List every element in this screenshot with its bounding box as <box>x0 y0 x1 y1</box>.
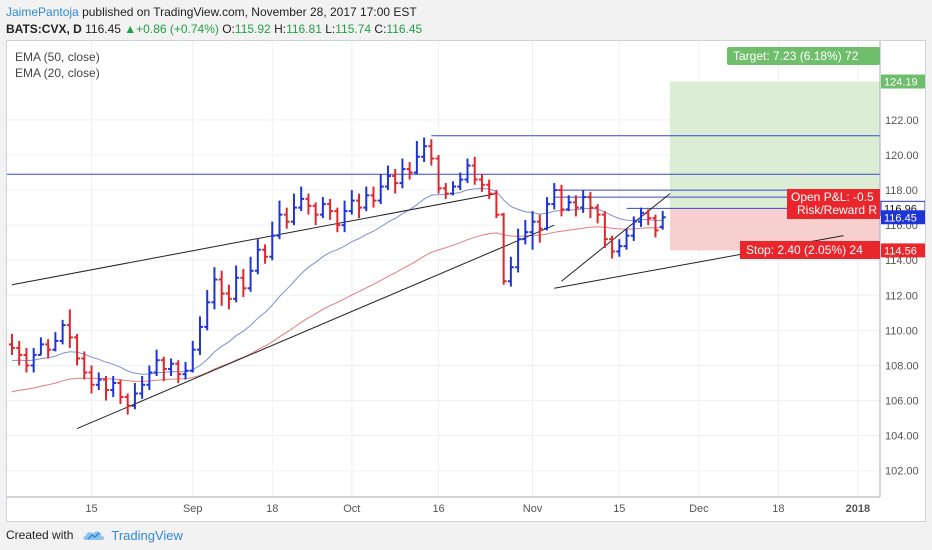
price-label: 114.56 <box>884 245 917 257</box>
stop-label: Stop: 2.40 (2.05%) 24 <box>746 243 863 257</box>
high-label: H: <box>274 22 287 36</box>
chart-header: JaimePantoja published on TradingView.co… <box>6 4 422 38</box>
low-value: 115.74 <box>335 22 372 36</box>
price-label: 116.45 <box>884 212 917 224</box>
time-tick-label: 16 <box>432 503 444 515</box>
price-tick-label: 114.00 <box>885 255 918 267</box>
ema50-line <box>11 226 663 393</box>
time-tick-label: 18 <box>266 503 278 515</box>
created-with-text: Created with <box>6 528 74 542</box>
close-value: 116.45 <box>386 22 423 36</box>
open-label: O: <box>222 22 235 36</box>
trend-line <box>76 224 555 430</box>
symbol-label: BATS:CVX, D <box>6 22 82 36</box>
price-label-box <box>881 74 925 89</box>
price-tick-label: 122.00 <box>885 115 919 127</box>
price-label-box <box>881 210 925 225</box>
chart-panel[interactable]: 102.00 104.00 106.00 108.00 110.00 112.00 114.… <box>6 40 926 522</box>
pl-label-box <box>787 189 880 219</box>
target-label: Target: 7.23 (6.18%) 72 <box>733 49 859 63</box>
time-tick-label: 18 <box>772 503 784 515</box>
price-label-box <box>881 243 925 258</box>
ohlc-line: BATS:CVX, D 116.45 ▲+0.86 (+0.74%) O:115… <box>6 21 422 38</box>
risk-reward-label: Risk/Reward R <box>797 203 877 217</box>
publish-line: JaimePantoja published on TradingView.co… <box>6 4 422 21</box>
time-tick-label: Oct <box>343 503 360 515</box>
low-label: L: <box>325 22 336 36</box>
up-arrow-icon: ▲ <box>124 22 137 36</box>
target-zone <box>669 81 880 209</box>
price-label: 124.19 <box>884 77 918 89</box>
open-value: 115.92 <box>234 22 271 36</box>
close-label: C: <box>374 22 387 36</box>
tradingview-cloud-icon <box>83 528 105 542</box>
time-tick-label: Dec <box>689 503 709 515</box>
price-change: +0.86 (+0.74%) <box>136 22 219 36</box>
time-tick-label: 2018 <box>846 503 870 515</box>
last-price: 116.45 <box>85 22 121 36</box>
time-tick-label: 15 <box>85 503 97 515</box>
price-tick-label: 110.00 <box>885 325 918 337</box>
time-tick-label: Nov <box>523 503 543 515</box>
price-tick-label: 104.00 <box>885 431 919 443</box>
published-text: published on TradingView.com, November 2… <box>82 5 417 19</box>
price-tick-label: 108.00 <box>885 360 919 372</box>
tradingview-link[interactable]: TradingView <box>111 527 183 543</box>
trend-line <box>11 193 497 286</box>
author-link[interactable]: JaimePantoja <box>6 5 79 19</box>
price-tick-label: 120.00 <box>885 150 919 162</box>
stop-label-box <box>740 241 880 259</box>
price-tick-label: 106.00 <box>885 396 919 408</box>
price-tick-label: 118.00 <box>885 185 918 197</box>
price-chart[interactable]: 102.00 104.00 106.00 108.00 110.00 112.00 114.… <box>7 41 925 521</box>
legend-item: EMA (20, close) <box>15 66 100 80</box>
trend-line <box>561 193 671 282</box>
open-pl-label: Open P&L: -0.5 <box>791 190 874 204</box>
target-label-box <box>727 47 880 65</box>
ema20-line <box>11 187 663 375</box>
time-tick-label: Sep <box>183 503 203 515</box>
price-tick-label: 102.00 <box>885 466 919 478</box>
footer: Created with TradingView <box>6 524 183 546</box>
legend-item: EMA (50, close) <box>15 50 100 64</box>
high-value: 116.81 <box>286 22 322 36</box>
time-tick-label: 15 <box>613 503 625 515</box>
price-tick-label: 112.00 <box>885 290 918 302</box>
